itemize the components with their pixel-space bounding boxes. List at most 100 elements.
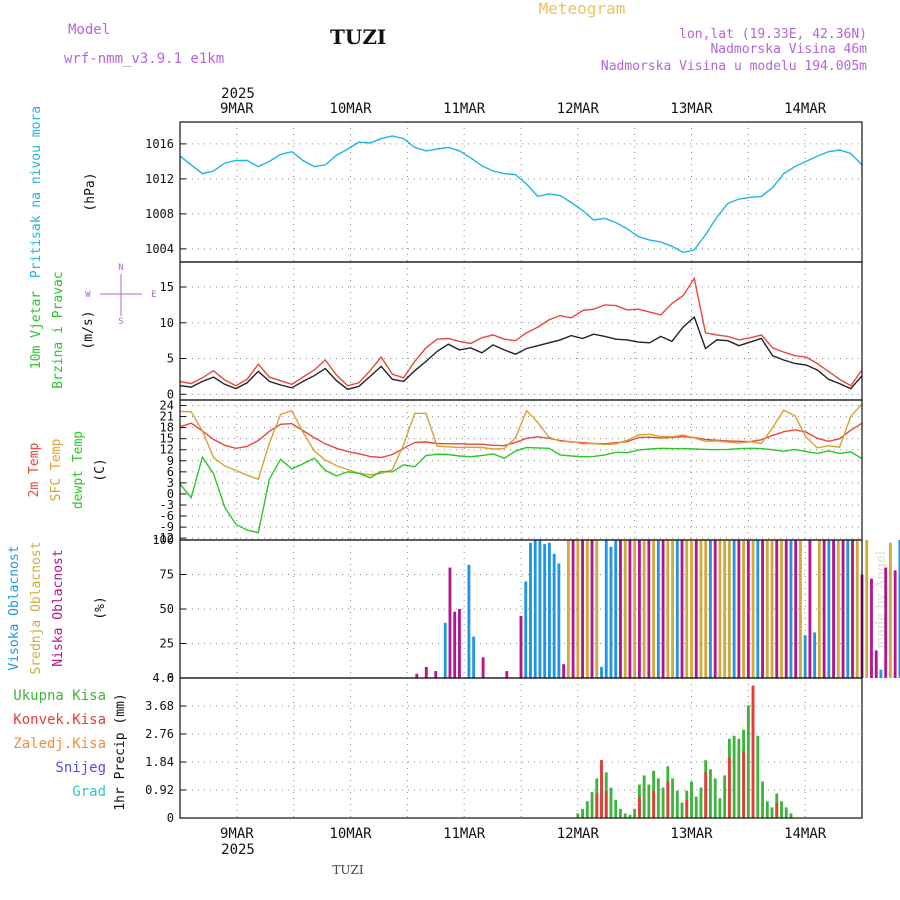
bar-low xyxy=(637,540,641,678)
temp-2m-label: 2m Temp xyxy=(27,442,42,497)
y-tick-label: 5 xyxy=(167,352,174,366)
bar-conv xyxy=(652,790,656,818)
bar-high xyxy=(547,542,551,678)
bar-mid xyxy=(666,540,670,678)
y-tick-label: 1012 xyxy=(145,172,174,186)
y-tick-label: 0 xyxy=(167,671,174,685)
y-tick-label: 0 xyxy=(167,487,174,501)
temp-unit-label: (C) xyxy=(93,458,108,481)
day-label-top: 11MAR xyxy=(443,101,486,117)
bar-total xyxy=(623,813,627,818)
bar-mid xyxy=(699,540,703,678)
bar-total xyxy=(576,813,580,818)
y-tick-label: 25 xyxy=(160,637,174,651)
bar-high xyxy=(614,540,618,678)
y-tick-label: 12 xyxy=(160,443,174,457)
bar-mid xyxy=(742,540,746,678)
model-label: Model xyxy=(68,22,110,38)
bar-low xyxy=(424,666,428,678)
bar-total xyxy=(675,790,679,818)
wind-name2-label: Brzina i Pravac xyxy=(51,271,66,388)
y-tick-label: 1008 xyxy=(145,207,174,221)
panel-frame xyxy=(179,261,863,401)
bar-low xyxy=(415,673,419,678)
y-tick-label: 10 xyxy=(160,316,174,330)
bar-low xyxy=(628,540,632,678)
bar-total xyxy=(756,735,760,818)
bar-conv xyxy=(604,790,608,818)
bar-low xyxy=(694,540,698,678)
bar-conv xyxy=(595,793,599,818)
bar-low xyxy=(458,609,461,678)
wind-unit-label: (m/s) xyxy=(81,310,96,349)
panel-frame xyxy=(179,677,863,819)
compass-s: S xyxy=(118,317,123,327)
bar-mid xyxy=(595,540,599,678)
bar-mid xyxy=(566,540,570,678)
bar-conv xyxy=(751,685,755,818)
bar-low xyxy=(884,567,888,678)
bar-mid xyxy=(865,540,869,678)
bar-total xyxy=(699,787,703,818)
bar-total xyxy=(737,738,741,818)
bar-mid xyxy=(585,540,589,678)
bar-low xyxy=(647,540,651,678)
bar-total xyxy=(770,807,774,818)
bar-high xyxy=(472,636,476,678)
bar-total xyxy=(671,778,674,818)
bar-low xyxy=(893,570,897,678)
bar-conv xyxy=(666,781,670,818)
bar-mid xyxy=(770,540,774,678)
y-tick-label: 3.68 xyxy=(145,699,174,713)
bar-low xyxy=(870,578,873,678)
bar-low xyxy=(661,540,665,678)
cloud-high-label: Visoka Oblacnost xyxy=(7,545,22,670)
bar-total xyxy=(661,787,665,818)
y-tick-label: 15 xyxy=(160,432,174,446)
bar-mid xyxy=(633,540,637,678)
bar-mid xyxy=(576,540,580,678)
bar-total xyxy=(581,808,584,818)
pressure-name-label: Pritisak na nivou mora xyxy=(29,106,44,278)
bar-high xyxy=(656,540,660,678)
day-label-bottom: 10MAR xyxy=(329,826,372,842)
bar-high xyxy=(789,540,793,678)
bar-low xyxy=(761,540,764,678)
y-tick-label: 75 xyxy=(160,568,174,582)
bar-mid xyxy=(780,540,783,678)
bar-high xyxy=(609,546,613,678)
bar-low xyxy=(841,540,845,678)
bar-high xyxy=(552,553,556,678)
bar-low xyxy=(794,540,798,678)
bar-total xyxy=(680,802,684,818)
bar-high xyxy=(803,635,807,678)
bar-mid xyxy=(855,540,859,678)
y-tick-label: 1.84 xyxy=(145,755,174,769)
bar-mid xyxy=(642,540,646,678)
y-tick-label: 50 xyxy=(160,602,174,616)
y-tick-label: 100 xyxy=(152,533,174,547)
compass-w: W xyxy=(85,290,91,300)
bar-low xyxy=(453,611,457,678)
bar-high xyxy=(756,540,760,678)
bar-low xyxy=(808,540,812,678)
panel-frame xyxy=(179,399,863,541)
bar-high xyxy=(827,540,831,678)
bar-high xyxy=(898,540,900,678)
bar-low xyxy=(784,540,788,678)
panels-layer: 1004100810121016051015-12-9-6-3036912151… xyxy=(145,121,900,825)
y-tick-label: 21 xyxy=(160,410,174,424)
cloud-unit-label: (%) xyxy=(93,596,108,619)
day-label-bottom: 11MAR xyxy=(443,826,486,842)
series-line-t2m xyxy=(179,422,863,459)
bar-total xyxy=(590,792,594,818)
panel-pressure: 1004 1008 1012 1016 xyxy=(145,121,863,263)
precip-legend-label: Zaledj.Kisa xyxy=(13,736,106,752)
bar-total xyxy=(690,781,693,818)
bar-low xyxy=(571,540,575,678)
temp-sfc-label: SFC Temp xyxy=(49,439,64,502)
compass-e: E xyxy=(151,290,156,300)
bar-conv xyxy=(727,757,731,818)
bar-conv xyxy=(600,760,603,818)
